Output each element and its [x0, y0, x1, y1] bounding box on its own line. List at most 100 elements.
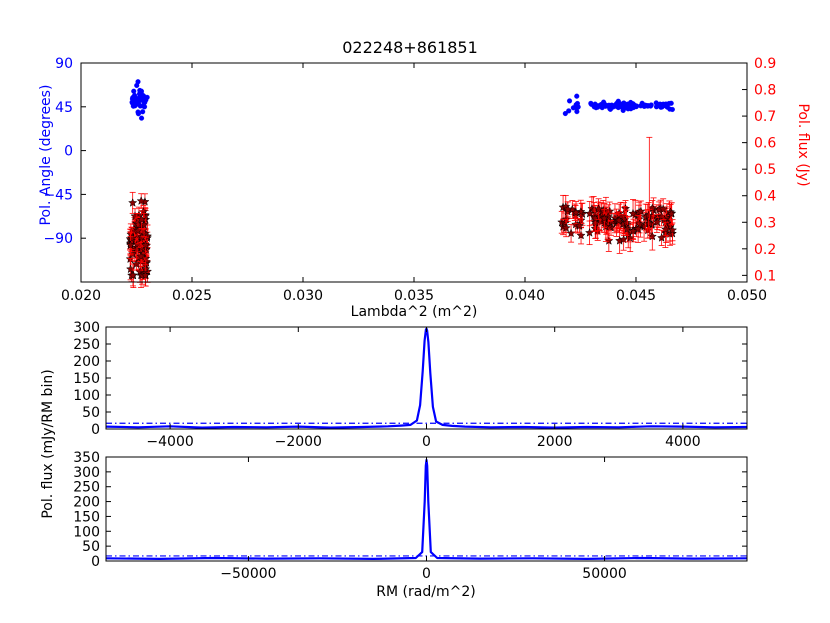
- angle-point: [615, 103, 621, 109]
- y-tick-label: 350: [73, 450, 100, 466]
- flux-point: [140, 193, 150, 211]
- flux-point: [636, 200, 646, 223]
- y-tick-label: 100: [73, 388, 100, 404]
- y-tick-label: 0.9: [754, 56, 776, 72]
- flux-point: [136, 193, 146, 209]
- flux-point: [646, 136, 653, 220]
- fdf-line: [105, 458, 748, 561]
- y-tick-label: 300: [73, 465, 100, 481]
- flux-point: [593, 198, 604, 220]
- y-tick-label: 0.6: [754, 136, 776, 152]
- bottom-data-layer: [105, 458, 748, 561]
- angle-point: [140, 97, 146, 103]
- y-tick-label: 90: [55, 56, 73, 72]
- figure-title: 022248+861851: [342, 38, 478, 57]
- flux-point: [667, 219, 678, 242]
- angle-point: [137, 103, 143, 109]
- angle-point: [657, 101, 663, 107]
- flux-point: [576, 199, 586, 224]
- angle-point: [129, 96, 136, 102]
- y-tick-label: 100: [73, 524, 100, 540]
- y-tick-label: 0.1: [754, 268, 776, 284]
- y-tick-label: 0.4: [754, 189, 776, 205]
- flux-point: [599, 209, 609, 228]
- x-tick-label: 0.050: [727, 288, 767, 304]
- x-tick-label: −2000: [275, 434, 322, 450]
- x-tick-label: 0.025: [172, 288, 212, 304]
- flux-point: [576, 226, 586, 245]
- y-tick-label: 0.5: [754, 162, 776, 178]
- flux-point: [658, 198, 668, 221]
- y-tick-label: 200: [73, 354, 100, 370]
- angle-point: [663, 101, 669, 107]
- flux-point: [133, 217, 143, 245]
- flux-point: [633, 215, 643, 243]
- middle-x-ticks: −4000 −2000 0 2000 4000: [146, 327, 701, 450]
- x-tick-label: 0: [422, 566, 431, 582]
- y-tick-label: 50: [82, 539, 100, 555]
- top-y-axis-label-right: Pol. flux (Jy): [795, 103, 811, 186]
- angle-point: [641, 103, 647, 109]
- y-tick-label: 45: [55, 100, 73, 116]
- flux-point: [128, 191, 138, 214]
- y-tick-label: 0: [91, 422, 100, 438]
- top-axes-frame: [80, 62, 748, 283]
- x-tick-label: 0: [422, 434, 431, 450]
- angle-point: [562, 110, 568, 117]
- flux-point: [585, 201, 595, 227]
- flux-point: [563, 201, 573, 218]
- flux-point: [131, 257, 141, 271]
- flux-point: [652, 214, 663, 230]
- y-tick-label: 300: [73, 320, 100, 336]
- top-x-axis-label: Lambda^2 (m^2): [351, 304, 478, 320]
- y-tick-label: 0.3: [754, 215, 776, 231]
- x-tick-label: 0.045: [616, 288, 656, 304]
- x-tick-label: −4000: [146, 434, 193, 450]
- flux-point: [574, 218, 585, 234]
- y-tick-label: 200: [73, 495, 100, 511]
- y-tick-label: 150: [73, 509, 100, 525]
- y-tick-label: 0.2: [754, 242, 776, 258]
- flux-point: [590, 205, 600, 232]
- flux-point: [666, 202, 676, 226]
- y-tick-label: 50: [82, 405, 100, 421]
- angle-point: [135, 111, 141, 117]
- y-tick-label: 0: [64, 144, 73, 160]
- fdf-line: [105, 327, 748, 429]
- x-tick-label: 0.035: [394, 288, 434, 304]
- y-tick-label: 250: [73, 480, 100, 496]
- angle-point: [621, 103, 627, 109]
- flux-point: [661, 221, 671, 237]
- angle-point: [628, 106, 634, 112]
- angle-point: [139, 115, 145, 121]
- top-y-ticks-right: 0.1 0.2 0.3 0.4 0.5 0.6 0.7 0.8 0.9: [742, 56, 776, 284]
- y-tick-label: 150: [73, 371, 100, 387]
- flux-point: [571, 201, 581, 225]
- x-tick-label: 0.030: [283, 288, 323, 304]
- x-tick-label: 4000: [665, 434, 701, 450]
- flux-point: [614, 211, 624, 230]
- angle-point: [566, 98, 573, 104]
- bottom-x-ticks: −50000 0 50000: [220, 457, 627, 582]
- bottom-x-axis-label: RM (rad/m^2): [376, 584, 475, 600]
- flux-point: [139, 213, 149, 237]
- angle-point: [131, 88, 137, 94]
- flux-point: [615, 201, 626, 231]
- flux-point: [656, 229, 667, 246]
- angle-point: [593, 105, 599, 111]
- y-tick-label: 0.7: [754, 109, 776, 125]
- angle-point: [601, 99, 607, 105]
- flux-point: [628, 222, 638, 240]
- x-tick-label: 0.040: [505, 288, 545, 304]
- angle-point: [141, 104, 148, 110]
- angle-point: [574, 93, 580, 99]
- y-tick-label: −45: [43, 187, 73, 203]
- lower-y-axis-label: Pol. flux (mJy/RM bin): [40, 369, 56, 518]
- top-data-layer: [125, 79, 678, 289]
- angle-point: [134, 82, 140, 89]
